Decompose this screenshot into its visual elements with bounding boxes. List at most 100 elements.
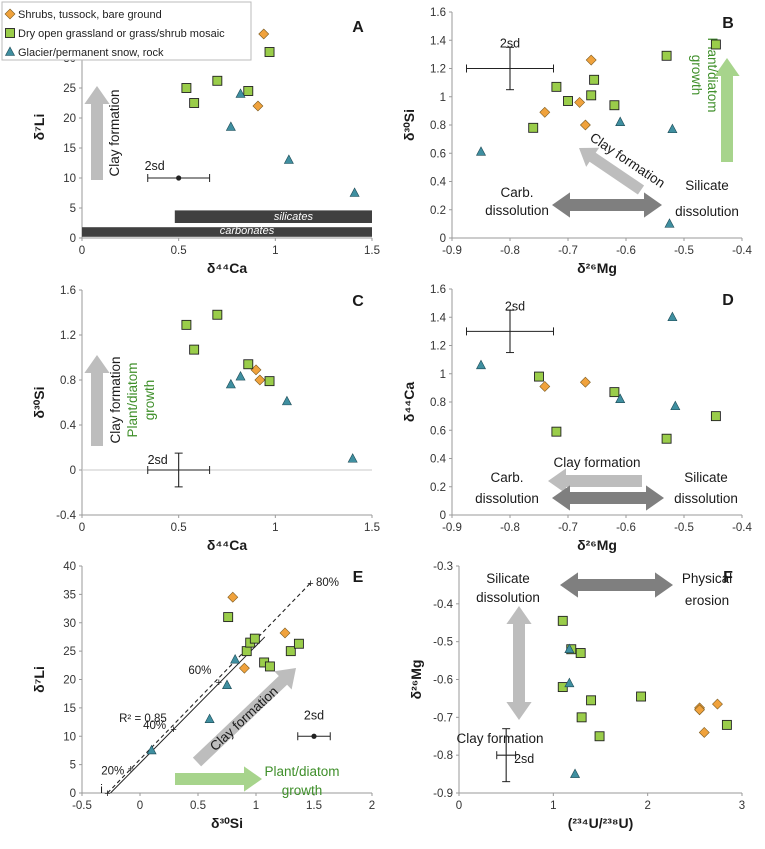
error-label: 2sd — [148, 453, 168, 467]
x-tick-label: 1.5 — [364, 245, 380, 257]
mixing-mark: + — [104, 788, 110, 800]
annotation-text: growth — [282, 783, 323, 798]
data-point — [594, 731, 605, 742]
mixing-mark-label: 60% — [188, 665, 211, 677]
y-axis-label: δ⁷Li — [31, 114, 47, 141]
x-tick-label: 0 — [79, 245, 85, 257]
data-point — [264, 376, 275, 387]
legend-marker — [5, 46, 15, 56]
data-point — [579, 376, 591, 388]
y-tick-label: 0.8 — [430, 397, 446, 409]
legend-marker — [5, 28, 15, 38]
y-tick-label: -0.4 — [56, 510, 76, 522]
y-tick-label: -0.9 — [433, 788, 453, 800]
data-point — [222, 679, 232, 689]
data-point — [551, 81, 562, 92]
annotation-text: Clay formation — [207, 684, 281, 754]
y-tick-label: 1.6 — [430, 284, 446, 296]
y-tick-label: 1 — [440, 369, 446, 381]
data-point — [212, 75, 223, 86]
data-point — [636, 691, 647, 702]
legend-label: Dry open grassland or grass/shrub mosaic — [18, 28, 225, 40]
clay-formation-arrow — [84, 86, 110, 180]
data-point — [293, 638, 304, 649]
data-point — [189, 344, 200, 355]
panel-c: 0 0.5 1 1.5-0.400.40.81.21.6δ⁴⁴Caδ³⁰SiCClay… — [31, 285, 380, 553]
annotation-text: dissolution — [476, 590, 540, 605]
y-tick-label: 15 — [63, 143, 76, 155]
x-tick-label: -0.4 — [732, 522, 752, 534]
clay-formation-arrow — [548, 468, 642, 494]
panel-d: -0.9 -0.8 -0.7 -0.6 -0.5 -0.4 0 0.2 0.4 0.6 0.8 1 1.… — [401, 284, 753, 553]
panel-letter: D — [722, 292, 734, 309]
y-tick-label: 0.4 — [60, 420, 77, 432]
data-point — [609, 387, 620, 398]
y-tick-label: -0.7 — [433, 712, 453, 724]
legend-marker — [4, 8, 16, 20]
range-bar-carbonates — [82, 227, 372, 237]
x-tick-label: 2 — [644, 800, 650, 812]
y-tick-label: 20 — [63, 675, 76, 687]
data-point — [181, 83, 192, 93]
annotation-text: Clay formation — [108, 356, 123, 443]
annotation-text: dissolution — [675, 204, 739, 219]
y-tick-label: 1 — [440, 92, 446, 104]
y-tick-label: 0.2 — [430, 205, 446, 217]
data-point — [227, 591, 239, 603]
x-tick-label: -0.7 — [558, 245, 578, 257]
y-tick-label: 5 — [70, 203, 76, 215]
x-axis-label: δ³⁰Si — [211, 815, 243, 831]
data-point — [258, 28, 270, 40]
y-tick-label: -0.6 — [433, 675, 453, 687]
y-tick-label: 0 — [70, 788, 76, 800]
error-center — [176, 175, 182, 181]
data-point — [661, 50, 672, 61]
annotation-text: dissolution — [674, 491, 738, 506]
mixing-mark-label: 80% — [316, 577, 339, 589]
panel-letter: F — [723, 569, 733, 586]
data-point — [586, 90, 597, 101]
x-axis-label: δ⁴⁴Ca — [207, 537, 247, 553]
y-tick-label: 10 — [63, 173, 76, 185]
data-point — [235, 370, 246, 381]
x-tick-label: 0 — [456, 800, 462, 812]
data-point — [285, 646, 296, 657]
y-tick-label: -0.8 — [433, 750, 453, 762]
x-tick-label: 1 — [253, 800, 259, 812]
x-tick-label: -0.4 — [732, 245, 752, 257]
range-bar-label: silicates — [274, 211, 314, 223]
data-point — [243, 86, 254, 96]
plant-diatom-arrow — [714, 58, 740, 162]
x-tick-label: 0 — [79, 522, 85, 534]
legend-box — [1, 1, 252, 61]
mixing-mark-label: i — [100, 784, 103, 796]
x-tick-label: 1 — [550, 800, 556, 812]
data-point — [534, 371, 544, 382]
data-point — [281, 395, 292, 406]
y-tick-label: 0.4 — [430, 454, 447, 466]
error-label: 2sd — [500, 37, 520, 51]
data-point — [721, 719, 732, 730]
data-point — [570, 768, 581, 778]
annotation-text: Silicate — [685, 178, 729, 193]
data-point — [576, 712, 587, 723]
silicate-clay-arrow — [506, 606, 532, 720]
x-axis-label: δ²⁶Mg — [577, 537, 617, 553]
mixing-mark: + — [128, 764, 134, 776]
data-point — [181, 319, 192, 330]
carb-silicate-arrow — [552, 192, 662, 218]
data-point — [615, 393, 626, 403]
y-tick-label: 0.6 — [430, 148, 446, 160]
data-point — [146, 744, 157, 755]
y-tick-label: -0.5 — [433, 637, 453, 649]
x-tick-label: -0.9 — [442, 522, 462, 534]
x-axis-label: δ²⁶Mg — [577, 260, 617, 276]
data-point — [664, 218, 675, 228]
y-axis-label: δ⁴⁴Ca — [401, 382, 417, 422]
mixing-mark-label: 40% — [143, 720, 166, 732]
data-point — [670, 400, 681, 411]
y-axis-label: δ²⁶Mg — [408, 660, 424, 700]
x-tick-label: 0.5 — [190, 800, 206, 812]
x-tick-label: -0.8 — [500, 245, 520, 257]
y-tick-label: 0 — [70, 465, 76, 477]
